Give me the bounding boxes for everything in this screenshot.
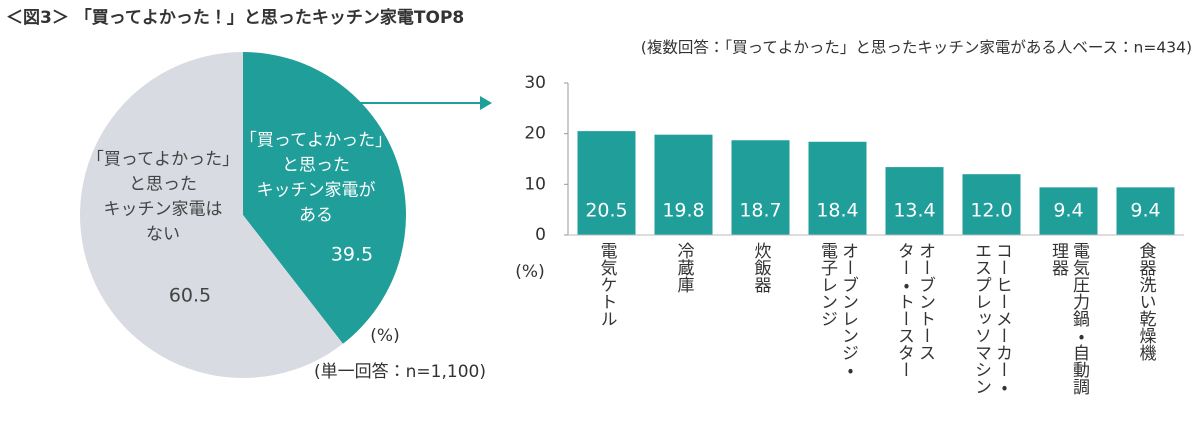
slice-label: 「買ってよかった」と思ったキッチン家電はない bbox=[87, 150, 239, 245]
bar bbox=[808, 141, 867, 235]
x-tick-label: 食器洗い乾燥機 bbox=[1136, 242, 1157, 361]
x-tick-label: 電気圧力鍋・自動調理器 bbox=[1048, 242, 1090, 396]
pie-slice bbox=[243, 52, 406, 344]
x-tick-label: 炊飯器 bbox=[751, 242, 772, 293]
bar-note: (複数回答：「買ってよかった」と思ったキッチン家電がある人ベース：n=434) bbox=[641, 39, 1192, 57]
bar-value-label: 20.5 bbox=[585, 200, 627, 222]
bar-value-label: 12.0 bbox=[970, 200, 1012, 222]
pie-unit: (%) bbox=[370, 326, 399, 346]
x-tick-label: 電気ケトル bbox=[597, 242, 618, 327]
bar-value-label: 19.8 bbox=[662, 200, 704, 222]
slice-value: 60.5 bbox=[169, 285, 211, 307]
y-tick-label: 0 bbox=[535, 225, 546, 245]
y-tick-label: 20 bbox=[524, 124, 546, 144]
bar bbox=[885, 167, 944, 235]
y-axis-label: (%) bbox=[515, 262, 544, 282]
arrow-head bbox=[480, 96, 492, 110]
page-title: ＜図3＞ 「買ってよかった！」と思ったキッチン家電TOP8 bbox=[6, 7, 464, 28]
y-tick-label: 10 bbox=[524, 174, 546, 194]
slice-label: 「買ってよかった」と思ったキッチン家電がある bbox=[240, 131, 392, 226]
pie-note: (単一回答：n=1,100) bbox=[314, 361, 486, 382]
x-tick-label: オーブントースター・トースター bbox=[894, 242, 935, 378]
x-tick-label: コーヒーメーカー・エスプレッソマシン bbox=[971, 242, 1012, 395]
bar bbox=[654, 134, 713, 235]
bar-value-label: 18.4 bbox=[816, 200, 858, 222]
bar bbox=[1116, 187, 1175, 235]
bar-value-label: 13.4 bbox=[893, 200, 935, 222]
bar bbox=[1039, 187, 1098, 235]
bar bbox=[577, 131, 636, 235]
x-tick-label: オーブンレンジ・電子レンジ bbox=[817, 242, 858, 378]
bar-value-label: 18.7 bbox=[739, 200, 781, 222]
bar bbox=[962, 174, 1021, 235]
bar-value-label: 9.4 bbox=[1053, 200, 1083, 222]
pie-slice bbox=[79, 52, 343, 378]
y-tick-label: 30 bbox=[524, 73, 546, 93]
x-tick-label: 冷蔵庫 bbox=[674, 242, 695, 293]
bar-value-label: 9.4 bbox=[1130, 200, 1160, 222]
slice-value: 39.5 bbox=[331, 244, 373, 266]
bar bbox=[731, 140, 790, 235]
